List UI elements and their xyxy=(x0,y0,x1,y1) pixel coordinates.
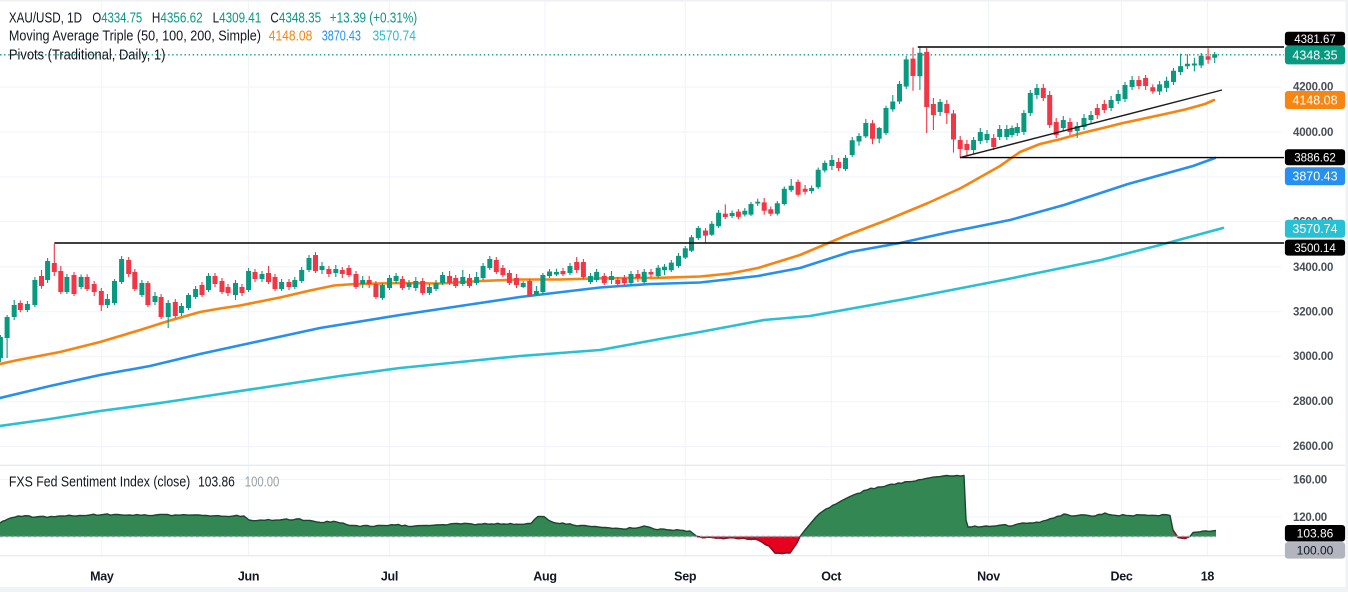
svg-text:3570.74: 3570.74 xyxy=(373,29,416,45)
svg-text:Sep: Sep xyxy=(674,570,697,584)
svg-text:4000.00: 4000.00 xyxy=(1293,127,1333,139)
svg-text:3886.62: 3886.62 xyxy=(1294,153,1336,165)
svg-text:103.86: 103.86 xyxy=(198,475,235,491)
svg-text:Moving Average Triple (50, 100: Moving Average Triple (50, 100, 200, Sim… xyxy=(9,29,261,45)
svg-text:May: May xyxy=(90,570,114,584)
svg-text:L4309.41: L4309.41 xyxy=(213,10,262,26)
svg-text:Oct: Oct xyxy=(821,570,842,584)
svg-text:2800.00: 2800.00 xyxy=(1293,396,1333,408)
svg-text:Nov: Nov xyxy=(977,570,1000,584)
svg-text:120.00: 120.00 xyxy=(1293,512,1327,524)
svg-text:Aug: Aug xyxy=(533,570,556,584)
svg-text:XAU/USD, 1D: XAU/USD, 1D xyxy=(9,10,82,26)
svg-text:3870.43: 3870.43 xyxy=(1292,170,1337,184)
svg-text:3500.14: 3500.14 xyxy=(1294,243,1336,255)
svg-text:3200.00: 3200.00 xyxy=(1293,306,1333,318)
svg-text:4148.08: 4148.08 xyxy=(269,29,313,45)
svg-text:18: 18 xyxy=(1201,570,1215,584)
svg-text:100.00: 100.00 xyxy=(245,475,279,491)
svg-text:+13.39 (+0.31%): +13.39 (+0.31%) xyxy=(330,10,417,26)
svg-text:4148.08: 4148.08 xyxy=(1292,93,1337,107)
svg-text:100.00: 100.00 xyxy=(1297,544,1334,558)
svg-text:Pivots (Traditional, Daily, 1): Pivots (Traditional, Daily, 1) xyxy=(9,48,166,64)
svg-text:4200.00: 4200.00 xyxy=(1293,82,1333,94)
svg-text:160.00: 160.00 xyxy=(1293,475,1327,487)
svg-text:3400.00: 3400.00 xyxy=(1293,262,1333,274)
svg-text:3870.43: 3870.43 xyxy=(322,29,361,45)
svg-text:O4334.75: O4334.75 xyxy=(92,10,142,26)
svg-text:4348.35: 4348.35 xyxy=(1292,49,1337,63)
svg-text:4381.67: 4381.67 xyxy=(1294,34,1336,46)
svg-text:H4356.62: H4356.62 xyxy=(152,10,203,26)
svg-text:103.86: 103.86 xyxy=(1297,527,1334,541)
svg-text:Jun: Jun xyxy=(238,570,259,584)
svg-text:C4348.35: C4348.35 xyxy=(270,10,321,26)
svg-text:Dec: Dec xyxy=(1110,570,1132,584)
svg-text:Jul: Jul xyxy=(381,570,398,584)
svg-text:2600.00: 2600.00 xyxy=(1293,441,1333,453)
svg-text:FXS Fed Sentiment Index (close: FXS Fed Sentiment Index (close) xyxy=(9,475,190,491)
svg-text:3570.74: 3570.74 xyxy=(1292,222,1337,236)
svg-text:3000.00: 3000.00 xyxy=(1293,351,1333,363)
